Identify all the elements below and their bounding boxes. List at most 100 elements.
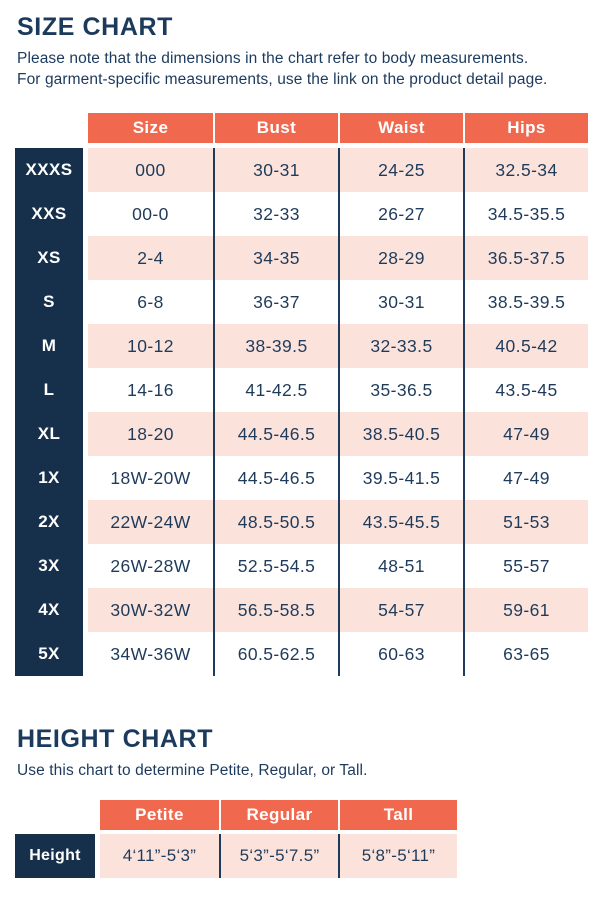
cell-size: 10-12 (88, 324, 213, 368)
table-row-3x: 3X 26W-28W 52.5-54.5 48-51 55-57 (15, 544, 600, 588)
row-label: XL (15, 412, 83, 456)
row-label: L (15, 368, 83, 412)
row-label: XXXS (15, 148, 83, 192)
size-table-body: XXXS 000 30-31 24-25 32.5-34 XXS 00-0 32… (15, 148, 600, 676)
cell-petite-height: 4‘11”-5‘3” (100, 834, 219, 878)
cell-size: 14-16 (88, 368, 213, 412)
column-gap (83, 588, 88, 632)
cell-hips: 34.5-35.5 (463, 192, 588, 236)
cell-hips: 32.5-34 (463, 148, 588, 192)
cell-hips: 43.5-45 (463, 368, 588, 412)
column-header-hips: Hips (463, 113, 588, 143)
table-row-4x: 4X 30W-32W 56.5-58.5 54-57 59-61 (15, 588, 600, 632)
table-row-xl: XL 18-20 44.5-46.5 38.5-40.5 47-49 (15, 412, 600, 456)
cell-hips: 36.5-37.5 (463, 236, 588, 280)
cell-size: 26W-28W (88, 544, 213, 588)
column-header-tall: Tall (338, 800, 457, 830)
cell-bust: 60.5-62.5 (213, 632, 338, 676)
cell-size: 22W-24W (88, 500, 213, 544)
table-row-s: S 6-8 36-37 30-31 38.5-39.5 (15, 280, 600, 324)
cell-hips: 38.5-39.5 (463, 280, 588, 324)
table-row-l: L 14-16 41-42.5 35-36.5 43.5-45 (15, 368, 600, 412)
cell-hips: 59-61 (463, 588, 588, 632)
row-label: XXS (15, 192, 83, 236)
row-label: 4X (15, 588, 83, 632)
cell-size: 6-8 (88, 280, 213, 324)
column-gap (83, 192, 88, 236)
row-label: M (15, 324, 83, 368)
column-header-bust: Bust (213, 113, 338, 143)
cell-waist: 26-27 (338, 192, 463, 236)
column-gap (83, 456, 88, 500)
cell-hips: 40.5-42 (463, 324, 588, 368)
cell-waist: 28-29 (338, 236, 463, 280)
cell-hips: 47-49 (463, 412, 588, 456)
cell-bust: 34-35 (213, 236, 338, 280)
table-row-2x: 2X 22W-24W 48.5-50.5 43.5-45.5 51-53 (15, 500, 600, 544)
cell-waist: 24-25 (338, 148, 463, 192)
row-label: 2X (15, 500, 83, 544)
column-gap (83, 280, 88, 324)
cell-waist: 30-31 (338, 280, 463, 324)
cell-size: 00-0 (88, 192, 213, 236)
column-gap (83, 368, 88, 412)
cell-size: 30W-32W (88, 588, 213, 632)
row-label-height: Height (15, 834, 95, 878)
row-label: 1X (15, 456, 83, 500)
cell-waist: 38.5-40.5 (338, 412, 463, 456)
cell-hips: 47-49 (463, 456, 588, 500)
table-row-xxxs: XXXS 000 30-31 24-25 32.5-34 (15, 148, 600, 192)
cell-bust: 48.5-50.5 (213, 500, 338, 544)
size-chart-note: Please note that the dimensions in the c… (17, 50, 548, 88)
size-chart-title: SIZE CHART (17, 13, 173, 41)
row-label: 5X (15, 632, 83, 676)
table-row-1x: 1X 18W-20W 44.5-46.5 39.5-41.5 47-49 (15, 456, 600, 500)
column-gap (83, 324, 88, 368)
cell-waist: 35-36.5 (338, 368, 463, 412)
cell-bust: 30-31 (213, 148, 338, 192)
cell-waist: 54-57 (338, 588, 463, 632)
column-header-waist: Waist (338, 113, 463, 143)
column-gap (83, 500, 88, 544)
column-gap (83, 148, 88, 192)
row-label: S (15, 280, 83, 324)
cell-size: 000 (88, 148, 213, 192)
table-row-xs: XS 2-4 34-35 28-29 36.5-37.5 (15, 236, 600, 280)
cell-waist: 39.5-41.5 (338, 456, 463, 500)
size-chart-section: SIZE CHART Please note that the dimensio… (0, 12, 600, 676)
cell-waist: 48-51 (338, 544, 463, 588)
column-gap (83, 412, 88, 456)
height-chart-section: HEIGHT CHART Use this chart to determine… (0, 724, 600, 878)
cell-hips: 63-65 (463, 632, 588, 676)
cell-bust: 38-39.5 (213, 324, 338, 368)
height-table-header: Petite Regular Tall (100, 800, 600, 830)
cell-hips: 51-53 (463, 500, 588, 544)
column-gap (95, 834, 100, 878)
cell-hips: 55-57 (463, 544, 588, 588)
column-header-size: Size (88, 113, 213, 143)
height-table: Petite Regular Tall Height 4‘11”-5‘3” 5‘… (15, 800, 600, 878)
table-row-m: M 10-12 38-39.5 32-33.5 40.5-42 (15, 324, 600, 368)
cell-bust: 52.5-54.5 (213, 544, 338, 588)
cell-size: 34W-36W (88, 632, 213, 676)
column-gap (83, 632, 88, 676)
cell-bust: 56.5-58.5 (213, 588, 338, 632)
column-header-regular: Regular (219, 800, 338, 830)
cell-size: 18-20 (88, 412, 213, 456)
cell-bust: 32-33 (213, 192, 338, 236)
table-row-5x: 5X 34W-36W 60.5-62.5 60-63 63-65 (15, 632, 600, 676)
row-label: XS (15, 236, 83, 280)
cell-bust: 36-37 (213, 280, 338, 324)
size-table-header: Size Bust Waist Hips (88, 113, 600, 143)
row-label: 3X (15, 544, 83, 588)
column-gap (83, 544, 88, 588)
size-table: Size Bust Waist Hips XXXS 000 30-31 24-2… (15, 113, 600, 676)
column-gap (83, 236, 88, 280)
cell-bust: 41-42.5 (213, 368, 338, 412)
column-header-petite: Petite (100, 800, 219, 830)
height-table-row: Height 4‘11”-5‘3” 5‘3”-5‘7.5” 5‘8”-5‘11” (15, 834, 600, 878)
cell-waist: 43.5-45.5 (338, 500, 463, 544)
cell-bust: 44.5-46.5 (213, 412, 338, 456)
cell-size: 18W-20W (88, 456, 213, 500)
height-chart-title: HEIGHT CHART (17, 725, 214, 753)
